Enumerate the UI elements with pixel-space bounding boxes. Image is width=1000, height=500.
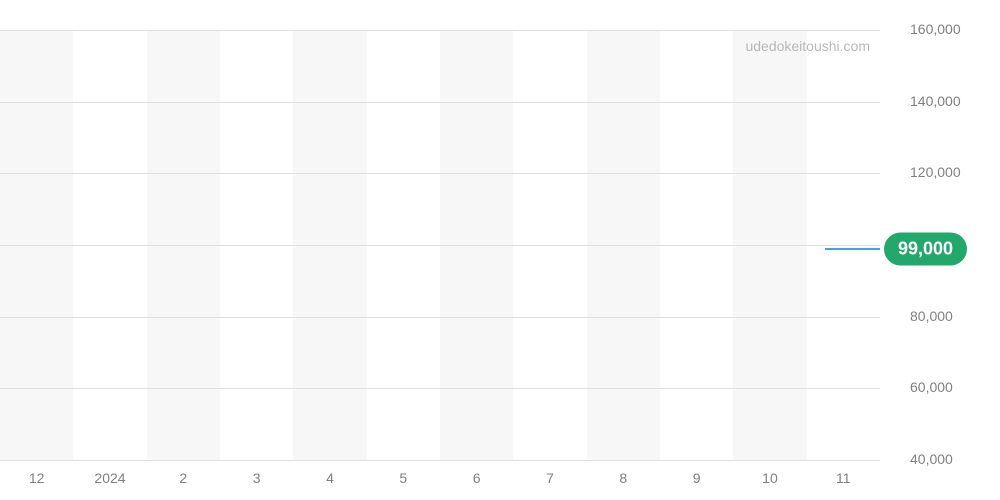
price-line-segment (825, 248, 880, 250)
gridline-h (0, 173, 880, 174)
gridline-h (0, 245, 880, 246)
x-tick-label: 12 (29, 470, 45, 486)
current-value-badge: 99,000 (884, 232, 967, 265)
x-tick-label: 4 (326, 470, 334, 486)
gridline-h (0, 388, 880, 389)
x-tick-label: 2 (179, 470, 187, 486)
y-tick-label: 140,000 (910, 93, 961, 109)
x-tick-label: 8 (619, 470, 627, 486)
x-tick-label: 11 (836, 470, 851, 486)
x-tick-label: 2024 (94, 470, 125, 486)
y-tick-label: 160,000 (910, 21, 961, 37)
gridline-h (0, 317, 880, 318)
x-tick-label: 9 (693, 470, 701, 486)
y-tick-label: 60,000 (910, 379, 953, 395)
y-tick-label: 120,000 (910, 164, 961, 180)
gridline-h (0, 30, 880, 31)
price-chart: 40,00060,00080,000100,000120,000140,0001… (0, 0, 1000, 500)
watermark-text: udedokeitoushi.com (745, 38, 870, 54)
plot-area (0, 30, 880, 460)
y-tick-label: 40,000 (910, 451, 953, 467)
x-tick-label: 10 (762, 470, 778, 486)
x-tick-label: 7 (546, 470, 554, 486)
gridline-h (0, 460, 880, 461)
x-tick-label: 5 (399, 470, 407, 486)
x-tick-label: 6 (473, 470, 481, 486)
x-tick-label: 3 (253, 470, 261, 486)
gridline-h (0, 102, 880, 103)
y-tick-label: 80,000 (910, 308, 953, 324)
